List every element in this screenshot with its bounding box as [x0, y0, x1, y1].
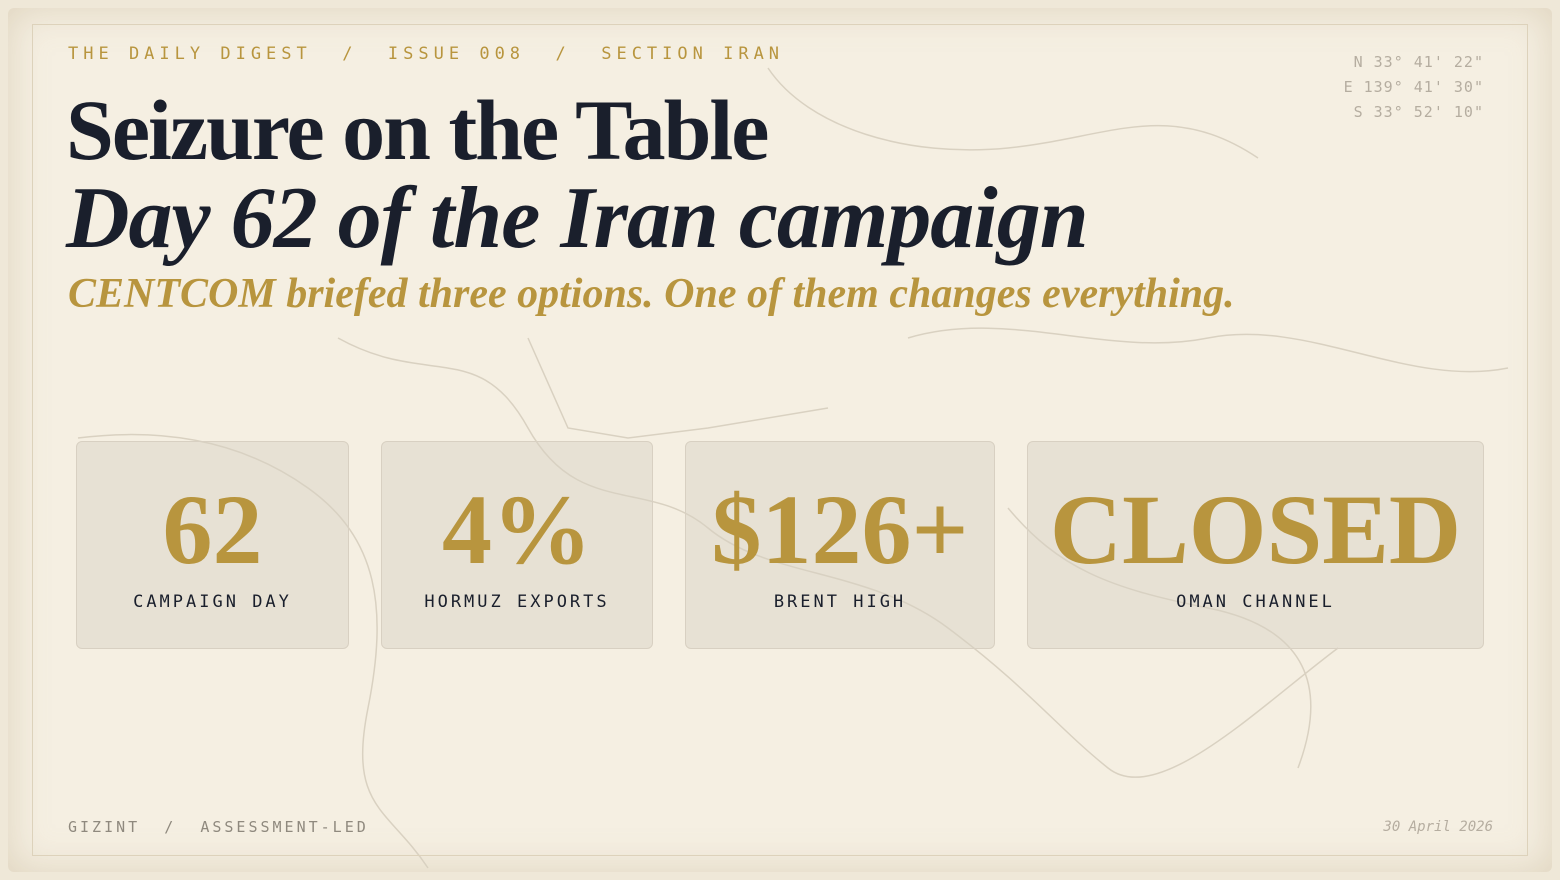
stat-value: 4% — [442, 474, 592, 585]
stat-label: CAMPAIGN DAY — [133, 592, 292, 612]
background-map — [77, 67, 1509, 869]
stat-value: 62 — [162, 474, 263, 585]
title: Seizure on the Table — [66, 82, 769, 178]
subtitle: CENTCOM briefed three options. One of th… — [68, 271, 1235, 317]
stat-card: CLOSED OMAN CHANNEL — [1027, 441, 1484, 649]
breadcrumb: THE DAILY DIGEST / ISSUE 008 / SECTION I… — [68, 44, 785, 64]
frame — [32, 24, 1528, 856]
stat-value: CLOSED — [1049, 474, 1462, 585]
title-line: Day 62 of the Iran campaign — [66, 170, 1089, 267]
coordinate: N 33° 41' 22" — [1353, 53, 1484, 71]
footer-date: 30 April 2026 — [1383, 819, 1493, 835]
stat-label: OMAN CHANNEL — [1176, 592, 1335, 612]
footer-source: GIZINT / ASSESSMENT-LED — [68, 818, 369, 836]
stat-card: 4% HORMUZ EXPORTS — [381, 441, 653, 649]
stat-label: HORMUZ EXPORTS — [424, 592, 610, 612]
coordinates: N 33° 41' 22" E 139° 41' 30" S 33° 52' 1… — [1344, 50, 1484, 125]
coordinate: S 33° 52' 10" — [1353, 103, 1484, 121]
stat-card: $126+ BRENT HIGH — [685, 441, 995, 649]
slide: THE DAILY DIGEST / ISSUE 008 / SECTION I… — [8, 8, 1552, 872]
coordinate: E 139° 41' 30" — [1343, 78, 1484, 96]
stat-value: $126+ — [711, 474, 969, 585]
stat-card: 62 CAMPAIGN DAY — [76, 441, 349, 649]
stat-label: BRENT HIGH — [773, 592, 907, 612]
